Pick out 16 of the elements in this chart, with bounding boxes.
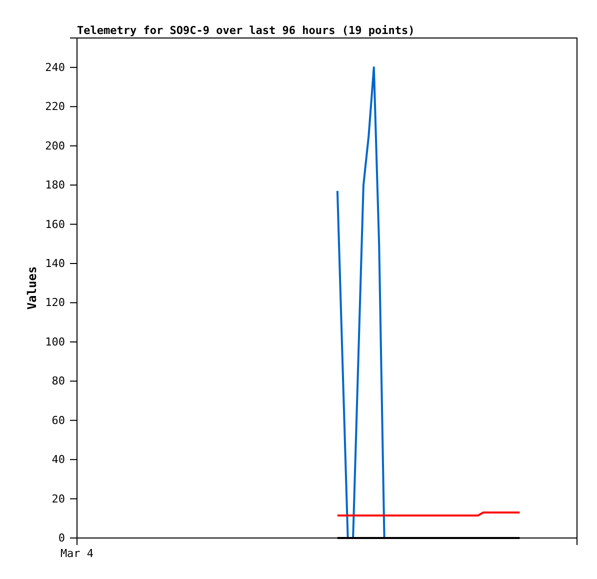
y-axis-title: Values xyxy=(25,266,39,310)
chart-title: Telemetry for SO9C-9 over last 96 hours (19 points) xyxy=(77,24,415,37)
y-tick-label: 60 xyxy=(52,414,65,427)
y-tick-label: 140 xyxy=(45,257,65,270)
y-tick-label: 20 xyxy=(52,492,65,506)
x-tick-label: Mar 4 xyxy=(60,546,94,560)
y-tick-label: 200 xyxy=(45,139,65,152)
y-tick-label: 0 xyxy=(58,532,65,545)
y-tick-label: 220 xyxy=(45,100,65,114)
y-tick-label: 40 xyxy=(52,453,65,466)
y-tick-label: 240 xyxy=(45,60,65,74)
y-tick-label: 180 xyxy=(45,178,65,192)
y-tick-label: 100 xyxy=(45,335,65,348)
y-tick-label: 160 xyxy=(45,218,65,231)
y-tick-label: 80 xyxy=(52,374,65,388)
y-tick-label: 120 xyxy=(45,296,65,310)
